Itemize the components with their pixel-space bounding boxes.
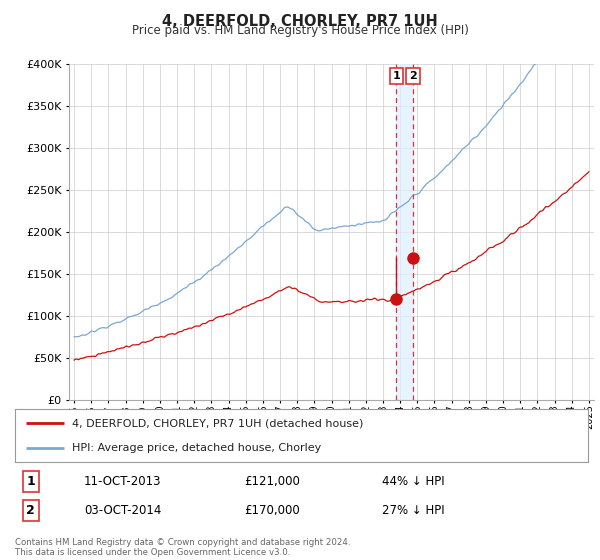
Text: 1: 1 xyxy=(26,475,35,488)
Text: HPI: Average price, detached house, Chorley: HPI: Average price, detached house, Chor… xyxy=(73,442,322,452)
Text: 2: 2 xyxy=(26,504,35,517)
Text: £121,000: £121,000 xyxy=(244,475,300,488)
Text: 4, DEERFOLD, CHORLEY, PR7 1UH (detached house): 4, DEERFOLD, CHORLEY, PR7 1UH (detached … xyxy=(73,418,364,428)
Text: 1: 1 xyxy=(392,71,400,81)
Text: 2: 2 xyxy=(409,71,417,81)
Text: 11-OCT-2013: 11-OCT-2013 xyxy=(84,475,161,488)
Text: 27% ↓ HPI: 27% ↓ HPI xyxy=(382,504,445,517)
Text: Price paid vs. HM Land Registry's House Price Index (HPI): Price paid vs. HM Land Registry's House … xyxy=(131,24,469,37)
Text: 4, DEERFOLD, CHORLEY, PR7 1UH: 4, DEERFOLD, CHORLEY, PR7 1UH xyxy=(162,14,438,29)
Text: 44% ↓ HPI: 44% ↓ HPI xyxy=(382,475,445,488)
Text: 03-OCT-2014: 03-OCT-2014 xyxy=(84,504,161,517)
Bar xyxy=(397,64,413,400)
Text: £170,000: £170,000 xyxy=(244,504,300,517)
Text: Contains HM Land Registry data © Crown copyright and database right 2024.
This d: Contains HM Land Registry data © Crown c… xyxy=(15,538,350,557)
